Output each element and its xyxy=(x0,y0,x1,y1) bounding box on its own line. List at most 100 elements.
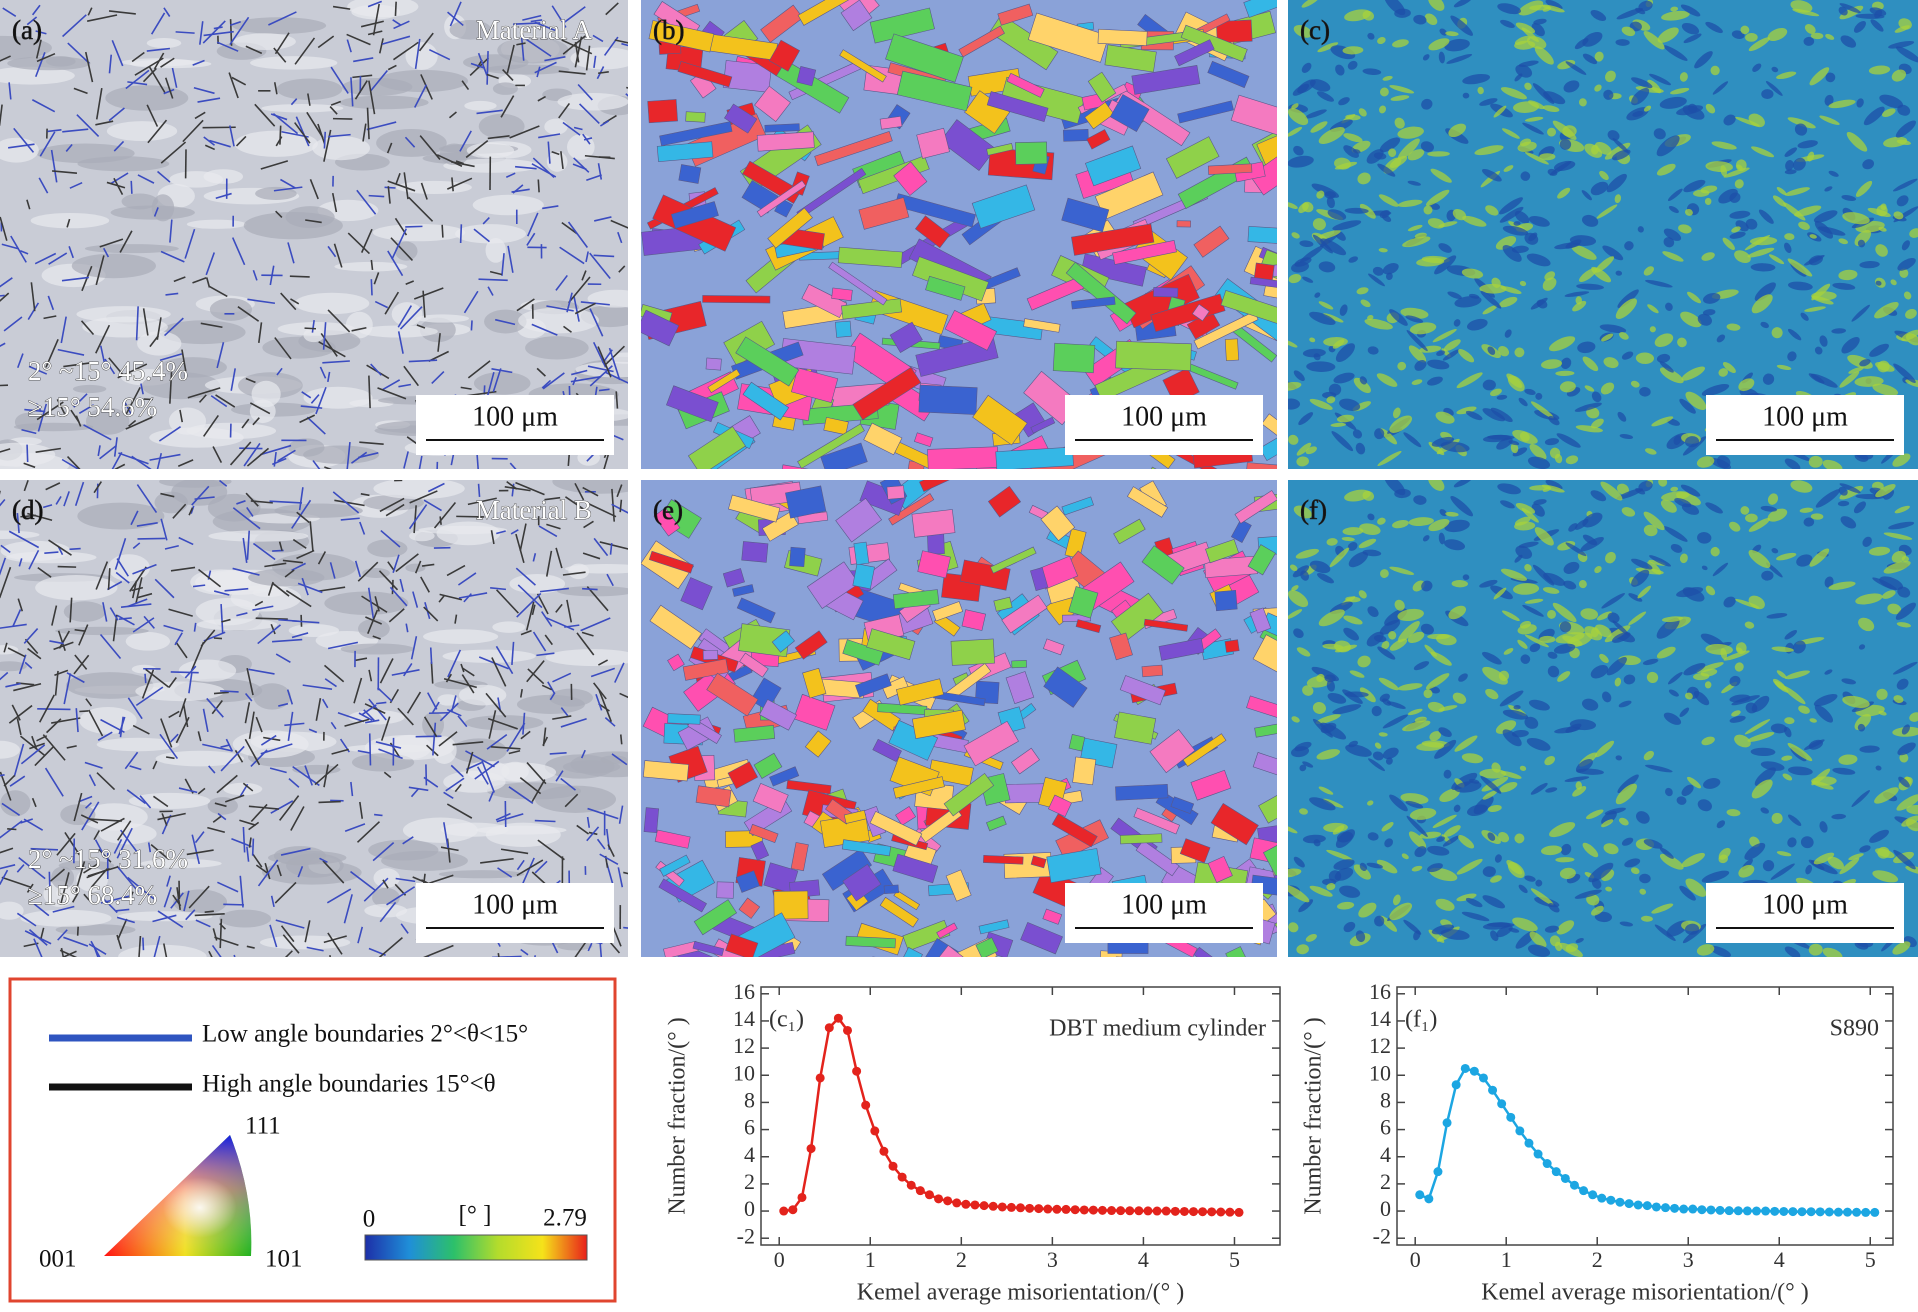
boundary xyxy=(20,744,46,765)
boundary xyxy=(294,122,311,144)
boundary xyxy=(367,609,379,634)
boundary xyxy=(57,565,77,568)
boundary xyxy=(322,322,327,350)
boundary xyxy=(330,66,349,94)
kam-spot xyxy=(1309,797,1336,811)
boundary xyxy=(236,500,246,505)
boundary xyxy=(97,731,113,741)
boundary xyxy=(99,238,124,248)
data-point xyxy=(1433,1167,1443,1177)
boundary xyxy=(3,642,8,653)
kam-spot xyxy=(1596,611,1612,621)
kam-spot xyxy=(1374,428,1385,440)
kam-spot xyxy=(1787,351,1797,362)
boundary xyxy=(614,662,625,683)
boundary xyxy=(23,462,36,469)
kam-spot xyxy=(1498,345,1510,357)
boundary xyxy=(597,346,612,378)
kam-spot xyxy=(1602,691,1612,703)
kam-spot xyxy=(1901,724,1910,735)
kam-spot xyxy=(1772,678,1787,691)
boundary xyxy=(52,905,75,913)
boundary xyxy=(132,542,141,550)
y-tick-label: 14 xyxy=(1369,1006,1391,1031)
kam-spot xyxy=(1454,735,1478,752)
kam-spot xyxy=(1339,304,1348,316)
boundary xyxy=(394,1,397,16)
kam-spot xyxy=(1544,271,1556,281)
boundary xyxy=(119,230,133,253)
boundary xyxy=(415,735,442,738)
kam-spot xyxy=(1621,26,1636,37)
boundary xyxy=(17,598,24,612)
grain xyxy=(1131,65,1201,95)
boundary xyxy=(0,277,13,288)
grain xyxy=(1061,496,1094,516)
boundary xyxy=(532,631,547,652)
kam-spot xyxy=(1824,186,1833,192)
grain xyxy=(422,711,444,738)
boundary xyxy=(258,322,263,344)
kam-spot xyxy=(1514,347,1525,358)
kam-spot xyxy=(1292,83,1310,96)
grain xyxy=(478,113,525,139)
boundary xyxy=(273,186,303,192)
boundary xyxy=(118,716,126,735)
grain xyxy=(219,909,272,928)
panel-title: Material B xyxy=(476,495,592,525)
kam-spot xyxy=(1393,407,1401,419)
boundary xyxy=(37,567,52,578)
kam-spot xyxy=(1356,287,1369,295)
kam-spot xyxy=(1397,361,1407,371)
data-point xyxy=(952,1198,962,1208)
kam-spot xyxy=(1656,135,1680,157)
grain xyxy=(1135,839,1180,877)
boundary xyxy=(323,664,345,683)
scale-bar-label: 100 μm xyxy=(1121,889,1207,920)
boundary xyxy=(364,703,386,715)
x-tick-label: 0 xyxy=(774,1247,785,1272)
kam-spot xyxy=(1331,431,1354,452)
boundary xyxy=(275,919,305,929)
boundary xyxy=(589,252,611,279)
boundary xyxy=(619,734,623,745)
boundary xyxy=(127,598,148,608)
boundary xyxy=(163,887,172,908)
kam-spot xyxy=(1388,631,1397,640)
kam-spot xyxy=(1541,845,1563,856)
grain xyxy=(358,618,390,639)
kam-spot xyxy=(1848,853,1864,861)
boundary xyxy=(137,174,155,184)
data-point xyxy=(997,1202,1007,1212)
kam-spot xyxy=(1435,411,1455,424)
kam-spot xyxy=(1482,408,1506,422)
kam-spot xyxy=(1853,20,1866,33)
grain xyxy=(1030,855,1047,869)
kam-spot xyxy=(1868,65,1891,75)
boundary xyxy=(246,447,270,467)
boundary xyxy=(296,549,315,560)
boundary xyxy=(400,923,409,934)
boundary xyxy=(536,367,546,377)
kam-spot xyxy=(1653,128,1666,140)
kam-spot xyxy=(1656,353,1671,363)
kam-spot xyxy=(1353,864,1371,880)
y-tick-label: 2 xyxy=(1380,1169,1391,1194)
panel: (a) Material A2° ~15° 45.4%≥15° 54.6% 100 … xyxy=(0,0,628,469)
kam-spot xyxy=(1436,350,1445,356)
kam-spot xyxy=(1510,443,1519,454)
grain xyxy=(695,785,732,808)
boundary xyxy=(473,228,490,243)
boundary xyxy=(40,927,45,939)
boundary xyxy=(205,252,216,276)
kam-spot xyxy=(1431,436,1455,447)
kam-spot xyxy=(1563,580,1577,590)
boundary xyxy=(297,865,304,878)
grain xyxy=(1182,733,1227,767)
boundary xyxy=(286,689,294,705)
kam-spot xyxy=(1643,266,1654,276)
boundary xyxy=(536,66,541,78)
boundary xyxy=(48,252,68,265)
grain xyxy=(797,0,869,26)
